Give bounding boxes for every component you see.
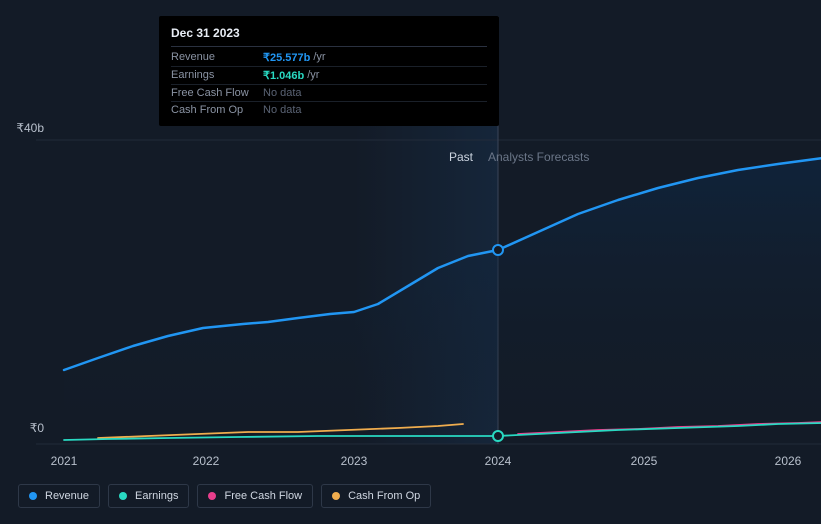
legend-label: Cash From Op [348,490,420,502]
x-axis-label: 2026 [775,454,802,468]
x-axis-label: 2025 [631,454,658,468]
tooltip-row-label: Earnings [171,69,263,82]
chart-legend: Revenue Earnings Free Cash Flow Cash From O… [18,484,431,508]
legend-dot-icon [208,492,216,500]
legend-label: Free Cash Flow [224,490,302,502]
tooltip-row-value: ₹25.577b [263,51,310,64]
tooltip-row-label: Revenue [171,51,263,64]
tooltip-row-nodata: No data [263,104,302,116]
tooltip-row-suffix: /yr [307,69,319,82]
legend-dot-icon [332,492,340,500]
legend-item-revenue[interactable]: Revenue [18,484,100,508]
chart-tooltip: Dec 31 2023 Revenue₹25.577b/yrEarnings₹1… [159,16,499,126]
legend-item-earnings[interactable]: Earnings [108,484,189,508]
y-axis-label: ₹0 [4,421,44,435]
legend-item-fcf[interactable]: Free Cash Flow [197,484,313,508]
x-axis-label: 2023 [341,454,368,468]
tooltip-row-label: Cash From Op [171,104,263,116]
tooltip-date: Dec 31 2023 [171,26,487,47]
tooltip-row-nodata: No data [263,87,302,99]
legend-dot-icon [119,492,127,500]
x-axis-label: 2021 [51,454,78,468]
tooltip-row: Earnings₹1.046b/yr [171,67,487,85]
legend-label: Earnings [135,490,178,502]
tooltip-row: Cash From OpNo data [171,102,487,118]
legend-label: Revenue [45,490,89,502]
tooltip-row-value: ₹1.046b [263,69,304,82]
x-axis-label: 2022 [193,454,220,468]
tooltip-row: Free Cash FlowNo data [171,85,487,102]
legend-dot-icon [29,492,37,500]
forecast-label: Analysts Forecasts [488,150,589,164]
revenue-marker[interactable] [493,245,503,255]
earnings-revenue-chart: ₹40b₹0 202120222023202420252026 Past Ana… [18,0,805,500]
x-axis-label: 2024 [485,454,512,468]
tooltip-row: Revenue₹25.577b/yr [171,49,487,67]
past-label: Past [449,150,473,164]
tooltip-row-label: Free Cash Flow [171,87,263,99]
y-axis-label: ₹40b [4,121,44,135]
tooltip-row-suffix: /yr [313,51,325,64]
earnings-marker[interactable] [493,431,503,441]
legend-item-cfo[interactable]: Cash From Op [321,484,431,508]
